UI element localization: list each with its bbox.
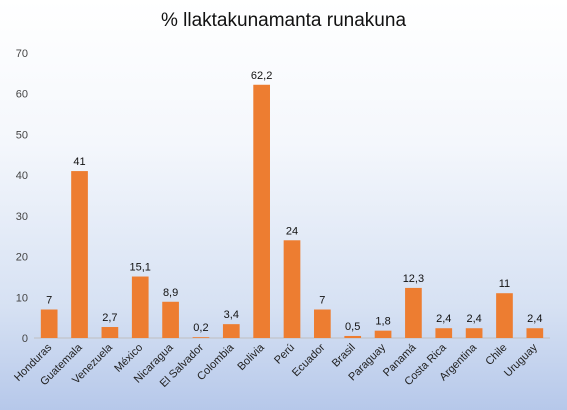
data-label: 24 bbox=[286, 225, 298, 237]
bar-venezuela bbox=[101, 327, 119, 338]
x-tick-label: Bolivia bbox=[235, 341, 267, 373]
y-tick-label: 50 bbox=[16, 129, 28, 141]
bar-panamá bbox=[405, 287, 422, 338]
data-label: 8,9 bbox=[163, 287, 178, 299]
x-tick-label: Chile bbox=[483, 342, 509, 368]
bar-bolivia bbox=[253, 84, 270, 338]
bar-méxico bbox=[131, 276, 149, 338]
data-label: 15,1 bbox=[130, 262, 151, 274]
data-label: 41 bbox=[73, 156, 85, 168]
bar-argentina bbox=[465, 328, 483, 338]
y-tick-label: 10 bbox=[16, 292, 28, 304]
bar-el-salvador bbox=[192, 337, 210, 338]
y-tick-label: 30 bbox=[16, 211, 28, 223]
x-tick-label: Uruguay bbox=[502, 341, 540, 379]
data-label: 7 bbox=[46, 295, 52, 307]
data-label: 1,8 bbox=[375, 316, 390, 328]
y-tick-label: 60 bbox=[16, 89, 28, 101]
data-label: 11 bbox=[499, 278, 510, 290]
bar-uruguay bbox=[526, 328, 544, 338]
y-tick-label: 70 bbox=[16, 48, 28, 60]
data-label: 12,3 bbox=[403, 273, 424, 285]
data-label: 2,4 bbox=[466, 313, 481, 325]
bar-costa-rica bbox=[435, 328, 453, 338]
x-tick-label: Ecuador bbox=[290, 341, 328, 379]
data-label: 3,4 bbox=[224, 309, 239, 321]
bar-perú bbox=[283, 240, 301, 338]
bar-paraguay bbox=[374, 330, 392, 338]
data-label: 2,4 bbox=[436, 313, 451, 325]
bar-ecuador bbox=[314, 309, 331, 338]
bar-honduras bbox=[40, 309, 58, 338]
data-label: 7 bbox=[319, 295, 325, 307]
data-label: 62,2 bbox=[251, 70, 272, 82]
bar-chile bbox=[496, 293, 513, 338]
data-label: 2,4 bbox=[527, 313, 542, 325]
x-tick-label: Brasil bbox=[330, 342, 358, 370]
x-tick-label: Perú bbox=[272, 342, 297, 367]
bar-nicaragua bbox=[162, 301, 179, 338]
bar-brasil bbox=[344, 335, 362, 338]
data-label: 0,5 bbox=[345, 321, 360, 333]
chart-title: % llaktakunamanta runakuna bbox=[160, 10, 407, 31]
y-tick-label: 20 bbox=[16, 252, 28, 264]
data-label: 2,7 bbox=[102, 312, 117, 324]
bar-guatemala bbox=[71, 171, 88, 338]
y-tick-label: 40 bbox=[16, 170, 28, 182]
data-label: 0,2 bbox=[193, 322, 208, 334]
y-tick-label: 0 bbox=[22, 333, 28, 345]
bar-colombia bbox=[222, 324, 240, 338]
